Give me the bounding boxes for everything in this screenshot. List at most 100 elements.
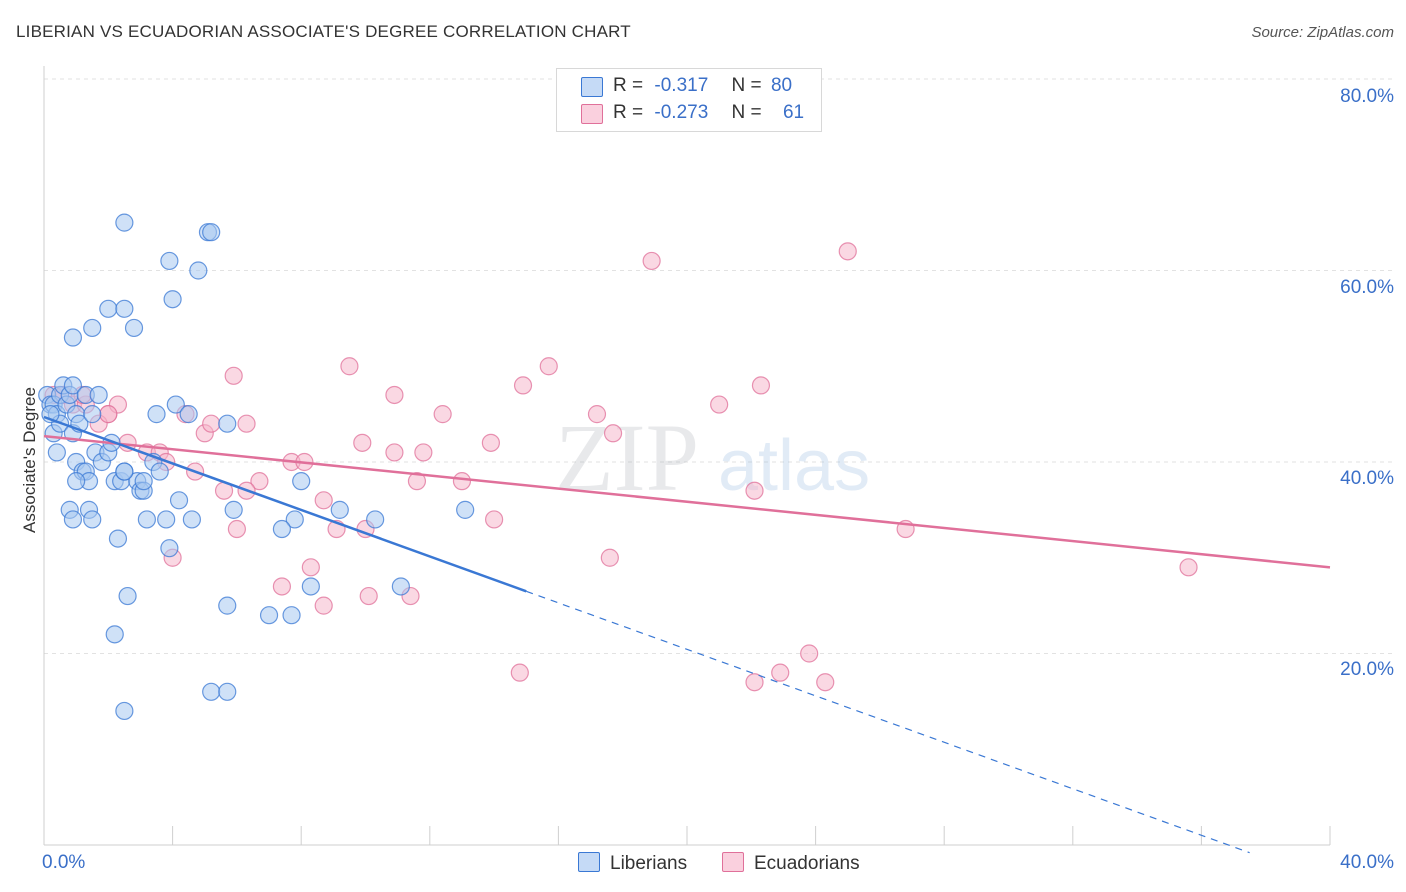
n-value: 61 [782,102,805,123]
data-point [452,472,472,491]
data-point [108,529,128,548]
data-point [407,472,427,491]
data-point [115,299,134,318]
ecuadorians-trend-line [43,434,1331,569]
data-point [385,443,404,462]
data-point [224,366,243,385]
data-point [272,577,292,596]
data-point [202,682,221,701]
data-point [115,213,134,232]
data-point [137,510,156,529]
data-point [99,405,118,424]
data-point [391,577,410,596]
data-point [63,328,83,347]
data-point [227,519,246,539]
data-point [160,539,179,558]
r-label: R = [613,75,644,96]
data-point [433,405,452,424]
data-point [118,586,137,606]
data-point [816,673,835,692]
source-label: Source: ZipAtlas.com [1251,24,1394,41]
data-point [366,510,385,529]
legend-label: Liberians [610,853,688,874]
r-value: -0.273 [654,102,709,123]
x-tick-label: 40.0% [1340,852,1394,873]
data-point [134,472,153,491]
liberians-points [38,213,475,721]
data-point [642,251,661,271]
data-point [237,414,256,433]
trend-lines [43,415,1331,854]
liberians-trend-line [43,415,527,593]
data-point [47,443,66,462]
data-point [587,405,607,424]
data-point [340,357,359,376]
data-point [202,414,221,433]
ecuadorians-swatch [722,852,744,872]
data-point [456,500,475,519]
data-point [259,606,279,625]
data-point [163,290,182,309]
r-label: R = [613,102,644,123]
ecuadorians-points [44,242,1198,692]
r-value: -0.317 [654,75,709,96]
data-point [182,510,201,529]
ecuadorians-swatch [581,104,603,124]
data-point [510,663,529,682]
data-point [539,357,558,376]
data-point [218,682,237,701]
liberians-trend-extension [526,590,1250,854]
correlation-legend: R = -0.317 N = 80 R = -0.273 N = 61 [556,68,822,132]
data-point [218,414,237,433]
data-point [179,405,198,424]
data-point [285,510,304,529]
data-point [150,462,169,481]
axes [43,66,1331,846]
x-tick-label: 0.0% [42,852,86,873]
data-point [99,299,118,318]
data-point [751,376,771,395]
data-point [89,385,108,405]
data-point [485,510,504,529]
data-point [189,261,208,280]
legend-item-liberians: Liberians [578,852,687,875]
grid-lines [44,78,1392,654]
liberians-swatch [578,852,600,872]
data-point [481,433,500,452]
n-value: 80 [770,75,793,96]
data-point [838,242,857,261]
y-tick-label: 20.0% [1340,659,1394,680]
data-point [1179,558,1198,577]
y-tick-label: 80.0% [1340,86,1394,107]
data-point [83,510,102,529]
data-point [385,385,404,405]
data-point [202,223,221,242]
data-point [301,577,320,596]
data-point [218,596,237,615]
watermark-zip: ZIP [555,404,699,511]
y-axis-label: Associate's Degree [20,387,39,533]
n-label: N = [731,102,762,123]
data-point [282,606,301,625]
y-tick-label: 60.0% [1340,277,1394,298]
data-point [800,644,819,663]
legend-item-ecuadorians: Ecuadorians [722,852,860,875]
data-point [169,491,189,510]
data-point [314,596,333,615]
data-point [272,519,292,539]
data-point [105,625,124,644]
data-point [314,491,333,510]
data-point [292,472,311,491]
data-point [250,472,269,491]
data-point [115,701,134,721]
data-point [63,510,83,529]
data-point [63,376,83,395]
data-point [745,481,764,500]
data-point [771,663,790,682]
data-point [157,510,176,529]
data-point [166,395,185,414]
data-point [745,673,764,692]
data-point [224,500,243,519]
watermark-atlas: atlas [718,426,870,506]
